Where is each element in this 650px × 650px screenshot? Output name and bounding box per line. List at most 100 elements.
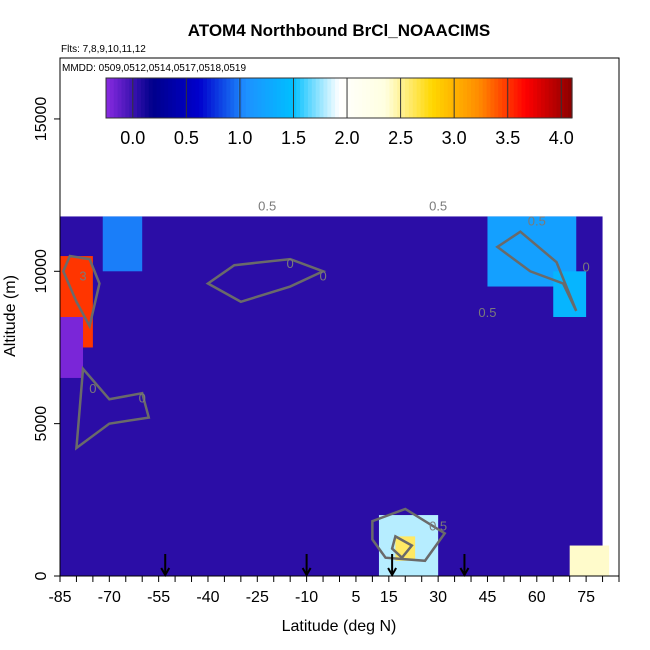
colorbar: 0.0 0.5 1.0 1.5 2.0 2.5 3.0 3.5 4.0 — [105, 77, 574, 148]
colorbar-tick-label: 0.5 — [174, 128, 199, 148]
arrow-markers — [160, 554, 470, 578]
colorbar-swatch — [381, 78, 387, 118]
colorbar-swatch — [315, 78, 321, 118]
contour-label: 0 — [287, 256, 294, 271]
colorbar-swatch — [467, 78, 472, 118]
x-tick-label: 15 — [380, 589, 398, 606]
x-tick-label: -85 — [48, 589, 71, 606]
colorbar-swatch — [230, 78, 235, 118]
colorbar-swatch — [206, 78, 212, 118]
colorbar-tick-label: 0.0 — [120, 128, 145, 148]
colorbar-swatch — [113, 78, 119, 118]
x-axis: -85 -70 -55 -40 -25 -10 5 15 30 45 60 75 — [48, 576, 620, 606]
colorbar-swatch — [494, 78, 499, 118]
colorbar-swatch — [424, 78, 429, 118]
colorbar-swatch — [393, 78, 398, 118]
colorbar-swatch — [249, 78, 255, 118]
colorbar-swatch — [106, 78, 111, 118]
colorbar-swatch — [478, 78, 484, 118]
colorbar-swatch — [412, 78, 418, 118]
arrow-head — [301, 567, 312, 578]
colorbar-swatch — [362, 78, 367, 118]
colorbar-swatch — [556, 78, 561, 118]
colorbar-swatch — [195, 78, 200, 118]
x-tick-label: 75 — [577, 589, 595, 606]
colorbar-swatch — [370, 78, 375, 118]
colorbar-swatch — [156, 78, 161, 118]
colorbar-swatch — [210, 78, 216, 118]
colorbar-swatch — [439, 78, 445, 118]
colorbar-swatch — [432, 78, 437, 118]
y-tick-label: 10000 — [33, 249, 50, 294]
colorbar-swatch — [234, 78, 239, 118]
y-axis-label: Altitude (m) — [2, 275, 19, 357]
x-tick-label: -70 — [98, 589, 121, 606]
colorbar-swatch — [226, 78, 231, 118]
colorbar-swatch — [311, 78, 317, 118]
colorbar-swatch — [125, 78, 130, 118]
colorbar-swatch — [455, 78, 460, 118]
colorbar-swatch — [160, 78, 165, 118]
x-tick-label: -55 — [147, 589, 170, 606]
colorbar-swatch — [505, 78, 511, 118]
colorbar-swatch — [463, 78, 468, 118]
colorbar-swatch — [179, 78, 185, 118]
colorbar-swatch — [214, 78, 220, 118]
colorbar-swatch — [121, 78, 127, 118]
contour-line — [74, 365, 151, 451]
x-tick-label: 45 — [479, 589, 497, 606]
colorbar-swatch — [525, 78, 530, 118]
colorbar-swatch — [133, 78, 138, 118]
colorbar-swatch — [296, 78, 301, 118]
colorbar-swatch — [436, 78, 441, 118]
colorbar-tick-label: 1.5 — [281, 128, 306, 148]
colorbar-swatch — [218, 78, 224, 118]
chart-title: ATOM4 Northbound BrCl_NOAACIMS — [188, 21, 491, 40]
colorbar-swatch — [560, 78, 565, 118]
colorbar-swatch — [261, 78, 266, 118]
colorbar-swatch — [187, 78, 193, 118]
dates-subtitle: MMDD: 0509,0512,0514,0517,0518,0519 — [62, 63, 246, 74]
flights-subtitle: Flts: 7,8,9,10,11,12 — [61, 44, 146, 55]
contour-label: 0.5 — [429, 518, 447, 533]
colorbar-frame — [105, 77, 573, 119]
colorbar-swatch — [300, 78, 305, 118]
colorbar-swatch — [533, 78, 538, 118]
x-tick-label: 5 — [351, 589, 360, 606]
colorbar-tick-label: 1.0 — [227, 128, 252, 148]
colorbar-swatch — [377, 78, 383, 118]
colorbar-swatch — [405, 78, 410, 118]
x-axis-label: Latitude (deg N) — [282, 618, 397, 635]
colorbar-swatch — [241, 78, 247, 118]
colorbar-swatch — [564, 78, 569, 118]
colorbar-swatch — [428, 78, 433, 118]
contour-label: 0 — [139, 390, 146, 405]
colorbar-swatch — [416, 78, 422, 118]
colorbar-swatch — [366, 78, 371, 118]
colorbar-swatch — [474, 78, 480, 118]
colorbar-swatch — [152, 78, 158, 118]
colorbar-swatch — [490, 78, 495, 118]
contour-label: 0.5 — [528, 214, 546, 229]
contour-label: 0.5 — [478, 305, 496, 320]
colorbar-swatch — [144, 78, 150, 118]
colorbar-swatch — [269, 78, 274, 118]
colorbar-swatch — [257, 78, 262, 118]
colorbar-swatch — [443, 78, 449, 118]
colorbar-swatch — [323, 78, 328, 118]
colorbar-swatch — [284, 78, 290, 118]
arrow-head — [160, 567, 171, 578]
field-cell — [395, 536, 416, 561]
colorbar-swatch — [172, 78, 177, 118]
colorbar-swatch — [350, 78, 356, 118]
contour-lines: 0.5 0.5 0 0 0 0 0.5 0.5 0.5 3 0 — [61, 198, 590, 563]
colorbar-swatch — [529, 78, 534, 118]
colorbar-swatch — [272, 78, 278, 118]
colorbar-tick-label: 2.5 — [388, 128, 413, 148]
colorbar-swatch — [498, 78, 503, 118]
x-tick-label: 60 — [528, 589, 546, 606]
colorbar-swatch — [253, 78, 259, 118]
colorbar-swatch — [109, 78, 115, 118]
contour-line — [390, 534, 414, 560]
contour-line — [495, 230, 578, 312]
